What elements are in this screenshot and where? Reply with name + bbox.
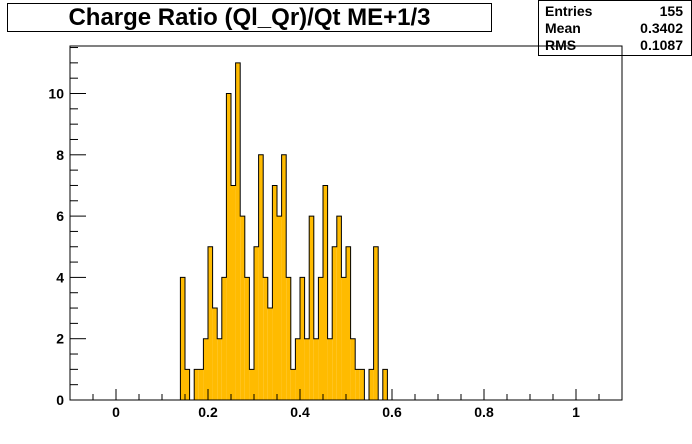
histogram-bar [281, 154, 287, 400]
histogram-bar [286, 277, 291, 400]
histogram-bar [382, 369, 388, 400]
histogram-bar [217, 338, 222, 400]
histogram-bar [304, 338, 310, 400]
histogram-outline [179, 62, 388, 401]
stat-mean-value: 0.3402 [640, 20, 683, 36]
histogram-bar [300, 277, 305, 400]
histogram-bar [258, 154, 264, 400]
histogram-bar [277, 216, 282, 400]
y-axis: 0 2 4 6 8 10 [48, 47, 86, 408]
histogram-bar [327, 338, 333, 400]
stats-box: Entries 155 Mean 0.3402 RMS 0.1087 [538, 0, 692, 56]
histogram-bar [194, 369, 199, 400]
x-tick-label: 0.8 [474, 404, 494, 420]
histogram-bar [263, 277, 268, 400]
histogram-bar [267, 308, 273, 400]
y-tick-label: 10 [48, 86, 64, 102]
x-tick-label: 0 [112, 404, 120, 420]
histogram-bar [313, 338, 319, 400]
y-tick-label: 2 [56, 331, 64, 347]
histogram-bar [359, 369, 365, 400]
histogram-bar [221, 277, 227, 400]
histogram-bar [203, 338, 208, 400]
histogram-bar [180, 277, 185, 400]
x-tick-label: 1 [572, 404, 580, 420]
stat-rms-value: 0.1087 [640, 37, 683, 53]
x-axis: 0 0.2 0.4 0.6 0.8 1 [69, 389, 623, 420]
histogram-bar [240, 216, 245, 400]
histogram-bar [185, 369, 190, 400]
stat-entries-label: Entries [545, 3, 593, 19]
histogram-bar [346, 246, 351, 400]
histogram-bar [212, 308, 218, 400]
histogram-bar [369, 369, 374, 400]
y-tick-label: 0 [56, 392, 64, 408]
x-tick-label: 0.4 [290, 404, 310, 420]
histogram-bar [355, 369, 360, 400]
stat-row-mean: Mean 0.3402 [545, 20, 683, 37]
histogram-bar [336, 216, 342, 400]
y-tick-label: 6 [56, 208, 64, 224]
stat-row-rms: RMS 0.1087 [545, 37, 683, 54]
histogram-bar [350, 338, 356, 400]
y-tick-label: 8 [56, 147, 64, 163]
chart-title: Charge Ratio (Ql_Qr)/Qt ME+1/3 [7, 3, 492, 32]
y-tick-label: 4 [56, 269, 64, 285]
stat-row-entries: Entries 155 [545, 3, 683, 20]
histogram-bar [272, 185, 277, 400]
histogram-bar [373, 246, 379, 400]
histogram-bars [180, 62, 388, 400]
stat-entries-value: 155 [659, 3, 683, 19]
histogram-bar [198, 369, 204, 400]
histogram-bar [295, 338, 300, 400]
histogram-bar [323, 185, 328, 400]
x-tick-label: 0.2 [198, 404, 218, 420]
histogram-bar [332, 246, 337, 400]
histogram-bar [208, 246, 213, 400]
histogram-bar [235, 62, 241, 400]
x-tick-label: 0.6 [382, 404, 402, 420]
stat-rms-label: RMS [545, 37, 577, 53]
histogram-bar [226, 93, 231, 400]
histogram-bar [244, 277, 250, 400]
stat-mean-label: Mean [545, 20, 581, 36]
histogram-bar [341, 277, 346, 400]
histogram-bar [231, 185, 236, 400]
histogram-bar [290, 369, 296, 400]
histogram-bar [309, 216, 314, 400]
histogram-bar [318, 277, 323, 400]
histogram-bar [249, 369, 254, 400]
histogram-bar [254, 246, 259, 400]
